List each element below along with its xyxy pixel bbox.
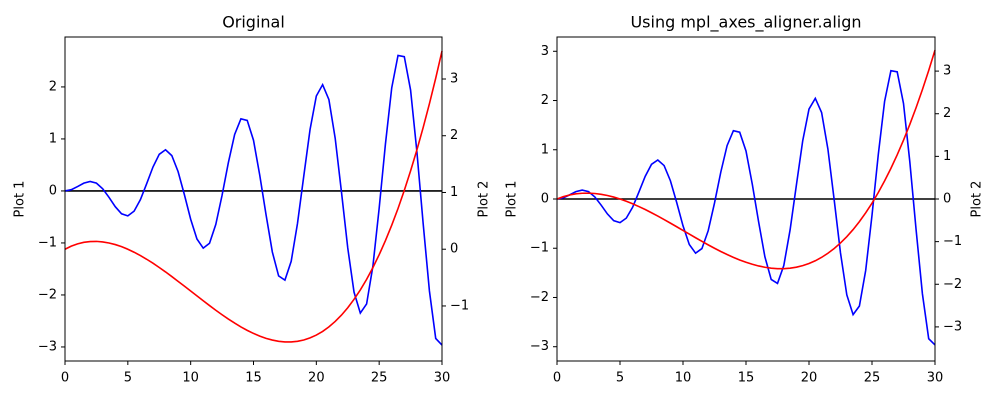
x-tick-label: 15 [245,371,262,386]
y2-tick-label: −3 [943,319,962,334]
series-line [64,50,443,343]
y-tick-label: −1 [38,235,57,250]
y2-tick-label: 1 [450,185,458,200]
y-axis-label: Plot 1 [13,181,28,218]
x-tick-label: 30 [927,371,944,386]
x-tick-label: 20 [801,371,818,386]
x-tick-label: 5 [124,371,132,386]
chart-title: Original [222,13,285,32]
y2-tick-label: 2 [943,106,951,121]
y2-tick-label: 3 [943,64,951,79]
y-axis-label: Plot 1 [505,181,520,218]
y2-tick-label: −2 [943,277,962,292]
x-tick-label: 5 [616,371,624,386]
y-tick-label: −3 [530,339,549,354]
y2-axis-label: Plot 2 [970,181,985,218]
y2-tick-label: 1 [943,149,951,164]
series-line [556,69,936,346]
chart-title: Using mpl_axes_aligner.align [630,13,861,33]
axes-frame [64,36,443,362]
y2-tick-label: 0 [450,242,458,257]
y2-tick-label: 2 [450,128,458,143]
y-tick-label: 3 [541,44,549,59]
y-tick-label: −2 [530,290,549,305]
x-tick-label: 25 [864,371,881,386]
y-tick-label: −1 [530,241,549,256]
y2-tick-label: −1 [943,234,962,249]
y-tick-label: 1 [541,142,549,157]
series-line [64,54,443,346]
y-tick-label: 2 [49,79,57,94]
y-tick-label: 0 [541,192,549,207]
x-tick-label: 15 [738,371,755,386]
y-tick-label: −3 [38,339,57,354]
y2-axis-label: Plot 2 [477,181,492,218]
x-tick-label: 30 [434,371,451,386]
axes-frame [556,36,936,362]
x-tick-label: 10 [182,371,199,386]
y2-tick-label: 3 [450,71,458,86]
y-tick-label: 2 [541,93,549,108]
y2-tick-label: −1 [450,298,469,313]
x-tick-label: 0 [61,371,69,386]
y-tick-label: 0 [49,183,57,198]
series-line [556,49,936,270]
x-tick-label: 0 [553,371,561,386]
x-tick-label: 10 [675,371,692,386]
x-tick-label: 20 [308,371,325,386]
y2-tick-label: 0 [943,192,951,207]
y-tick-label: −2 [38,287,57,302]
x-tick-label: 25 [371,371,388,386]
y-tick-label: 1 [49,131,57,146]
